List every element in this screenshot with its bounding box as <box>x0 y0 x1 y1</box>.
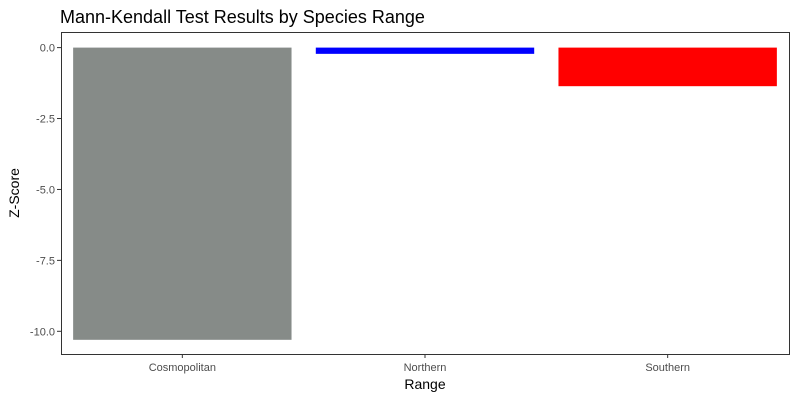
y-axis-title: Z-Score <box>6 168 22 218</box>
x-axis-title: Range <box>404 376 445 392</box>
x-tick-label: Northern <box>404 362 447 374</box>
bar-southern <box>558 47 777 87</box>
y-tick-label: -10.0 <box>30 326 55 338</box>
y-tick-label: -2.5 <box>36 114 55 126</box>
chart-title: Mann-Kendall Test Results by Species Ran… <box>60 7 425 27</box>
bar-northern <box>315 47 535 54</box>
x-tick-label: Southern <box>645 362 690 374</box>
y-tick-label: -7.5 <box>36 255 55 267</box>
bar-cosmopolitan <box>73 47 292 340</box>
x-tick-label: Cosmopolitan <box>149 362 216 374</box>
y-tick-label: -5.0 <box>36 184 55 196</box>
x-axis: Cosmopolitan Northern Southern <box>149 354 690 374</box>
bars-group <box>73 47 777 340</box>
y-axis: 0.0 -2.5 -5.0 -7.5 -10.0 <box>30 43 61 338</box>
y-tick-label: 0.0 <box>40 43 55 55</box>
